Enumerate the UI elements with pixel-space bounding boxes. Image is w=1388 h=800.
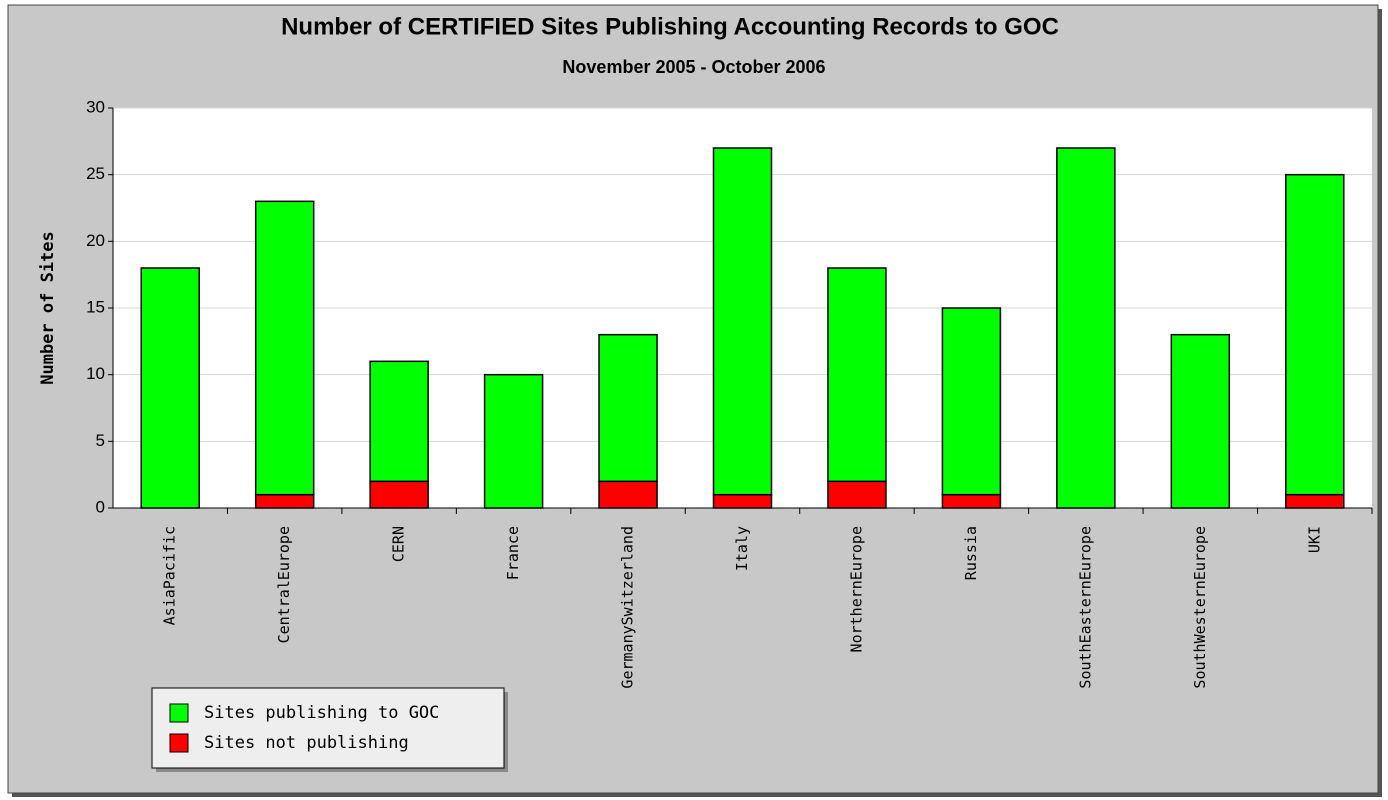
bar-segment (941, 307, 1002, 496)
x-tick-label: Russia (962, 526, 980, 580)
legend-label: Sites not publishing (204, 733, 409, 753)
bar-segment (712, 493, 773, 509)
x-tick-label: NorthernEurope (847, 526, 865, 652)
bar-segment (598, 480, 658, 509)
chart-title: Number of CERTIFIED Sites Publishing Acc… (281, 13, 1059, 40)
bar-segment (483, 373, 544, 509)
y-tick-label: 5 (96, 431, 105, 450)
y-tick-label: 15 (86, 297, 105, 316)
x-tick-label: SouthWesternEurope (1191, 526, 1209, 689)
legend-swatch (169, 733, 189, 753)
y-tick-label: 25 (86, 164, 105, 183)
x-tick-label: SouthEasternEurope (1076, 526, 1094, 689)
bar-segment (1056, 147, 1116, 509)
bar-segment (1285, 173, 1345, 496)
bar-segment (827, 267, 887, 483)
bar-segment (254, 200, 315, 496)
bar-segment (941, 493, 1002, 509)
legend-label: Sites publishing to GOC (204, 703, 439, 723)
bar-segment (1285, 493, 1345, 509)
bar-segment (254, 493, 315, 509)
x-tick-label: GermanySwitzerland (619, 526, 637, 689)
x-tick-label: Italy (733, 526, 751, 571)
bar-segment (1170, 333, 1231, 509)
legend-box (151, 687, 505, 769)
x-tick-label: UKI (1305, 526, 1323, 553)
bar-segment (369, 360, 429, 483)
bar-segment (140, 267, 200, 509)
bar-segment (827, 480, 887, 509)
y-tick-label: 30 (86, 97, 105, 116)
legend-swatch (169, 703, 189, 723)
legend: Sites publishing to GOC Sites not publish… (151, 687, 508, 772)
y-axis-label: Number of Sites (38, 231, 58, 385)
x-tick-label: AsiaPacific (161, 526, 179, 625)
chart-subtitle: November 2005 - October 2006 (562, 57, 825, 77)
bar-segment (369, 480, 429, 509)
y-tick-label: 0 (96, 497, 105, 516)
y-tick-label: 20 (86, 231, 105, 250)
x-tick-label: CentralEurope (275, 526, 293, 643)
y-tick-label: 10 (86, 364, 105, 383)
bar-segment (598, 333, 658, 483)
bar-segment (712, 147, 773, 496)
x-tick-label: CERN (390, 526, 408, 562)
x-tick-label: France (504, 526, 522, 580)
